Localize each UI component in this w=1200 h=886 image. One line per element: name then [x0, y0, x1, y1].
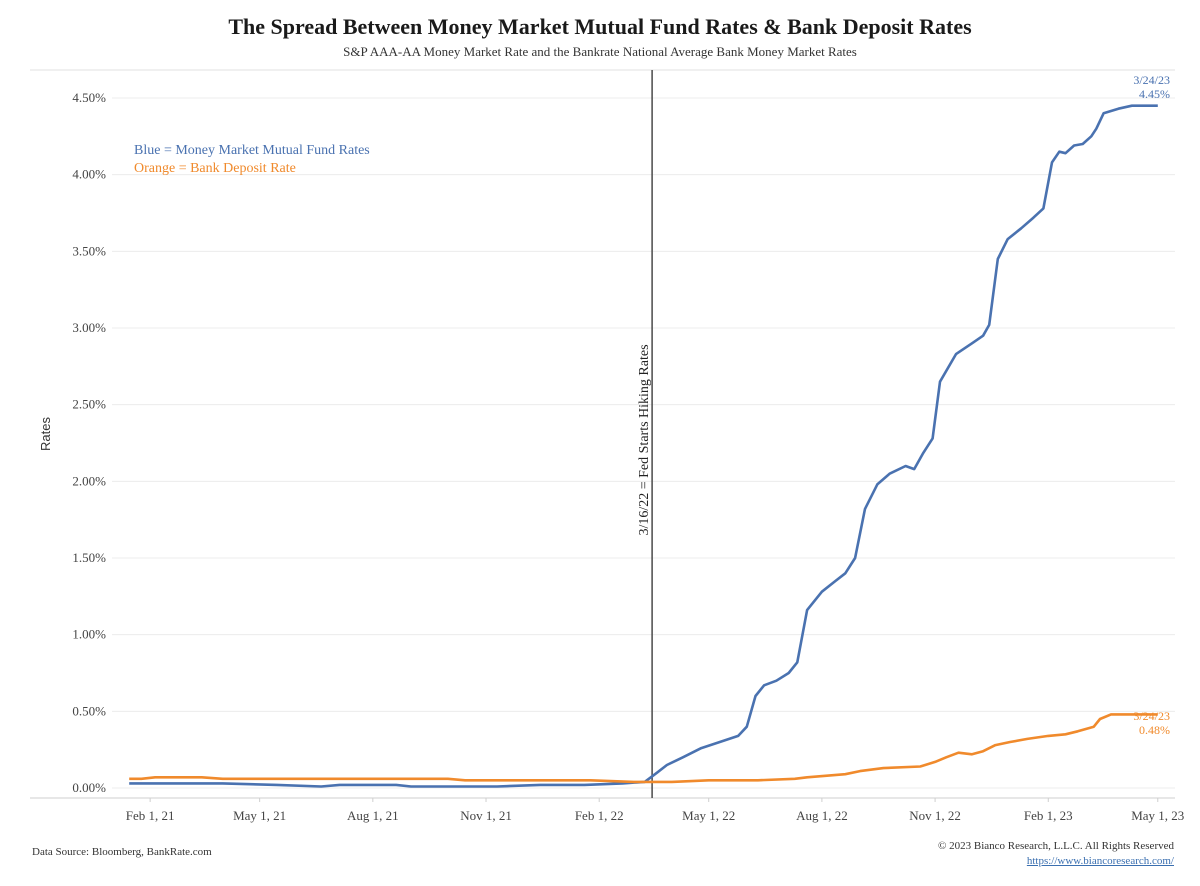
fed-hike-label: 3/16/22 = Fed Starts Hiking Rates	[637, 344, 652, 535]
series-line-bank-deposit	[129, 713, 1158, 784]
y-tick-label: 3.50%	[72, 243, 106, 258]
chart-subtitle: S&P AAA-AA Money Market Rate and the Ban…	[343, 44, 857, 59]
x-tick-label: Aug 1, 21	[347, 808, 399, 823]
x-tick-label: Feb 1, 22	[575, 808, 624, 823]
y-tick-label: 1.00%	[72, 627, 106, 642]
x-tick-label: Aug 1, 22	[796, 808, 848, 823]
x-tick-label: Feb 1, 21	[126, 808, 175, 823]
x-tick-label: May 1, 21	[233, 808, 286, 823]
x-tick-label: Nov 1, 22	[909, 808, 961, 823]
data-source-note: Data Source: Bloomberg, BankRate.com	[32, 846, 212, 858]
legend-entry: Blue = Money Market Mutual Fund Rates	[134, 143, 370, 158]
y-tick-label: 1.50%	[72, 550, 106, 565]
y-tick-label: 4.00%	[72, 167, 106, 182]
y-tick-label: 0.50%	[72, 703, 106, 718]
x-tick-label: May 1, 22	[682, 808, 735, 823]
y-tick-label: 0.00%	[72, 780, 106, 795]
series-end-label: 0.48%	[1139, 723, 1170, 737]
copyright-text: © 2023 Bianco Research, L.L.C. All Right…	[938, 840, 1174, 852]
y-axis-title: Rates	[38, 417, 53, 451]
x-tick-label: Feb 1, 23	[1024, 808, 1073, 823]
y-tick-label: 3.00%	[72, 320, 106, 335]
series-end-label: 3/24/23	[1133, 709, 1170, 723]
legend-entry: Orange = Bank Deposit Rate	[134, 161, 296, 176]
y-tick-label: 2.00%	[72, 473, 106, 488]
y-tick-label: 2.50%	[72, 397, 106, 412]
chart-title: The Spread Between Money Market Mutual F…	[228, 14, 972, 39]
x-tick-label: May 1, 23	[1131, 808, 1184, 823]
x-tick-label: Nov 1, 21	[460, 808, 512, 823]
series-end-label: 4.45%	[1139, 87, 1170, 101]
y-tick-label: 4.50%	[72, 90, 106, 105]
series-end-label: 3/24/23	[1133, 73, 1170, 87]
series-line-money-market	[129, 104, 1158, 788]
website-link[interactable]: https://www.biancoresearch.com/	[1026, 855, 1174, 867]
copyright-block: © 2023 Bianco Research, L.L.C. All Right…	[938, 839, 1174, 869]
